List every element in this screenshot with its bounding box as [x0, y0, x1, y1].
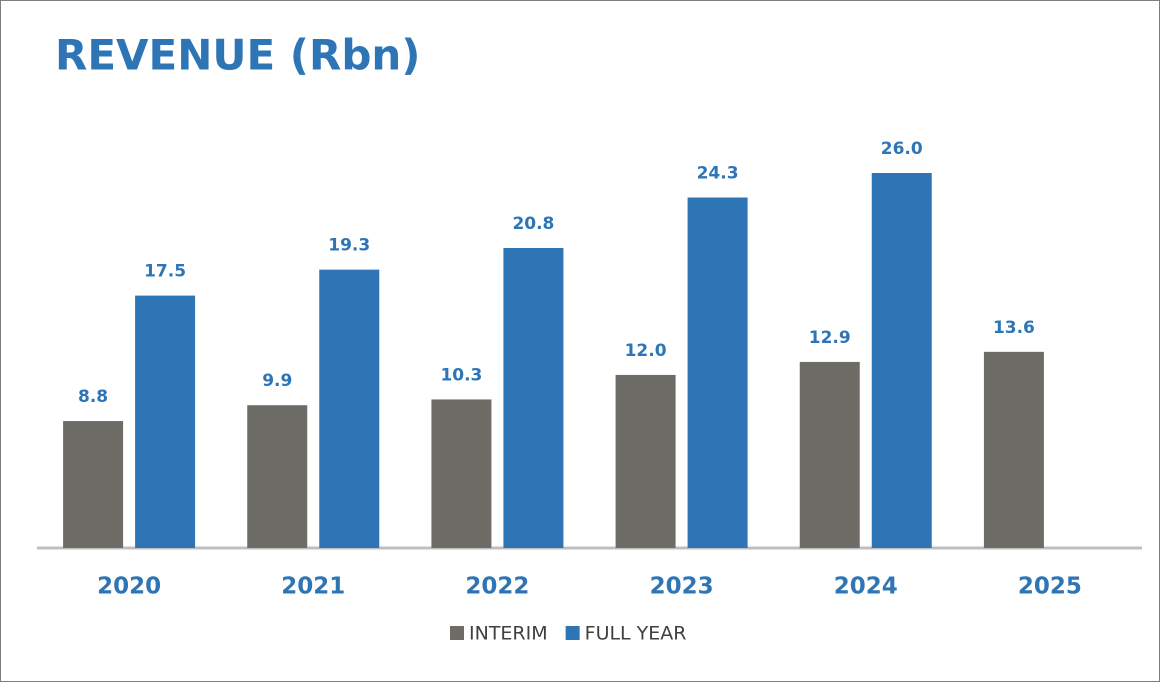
value-label: 20.8	[512, 214, 554, 234]
bar	[247, 405, 308, 548]
x-tick-label: 2021	[281, 574, 345, 600]
bar	[135, 295, 196, 548]
x-tick-label: 2025	[1018, 574, 1082, 600]
bar	[615, 374, 676, 548]
bar	[319, 269, 380, 548]
bar	[503, 248, 564, 548]
chart-title: REVENUE (Rbn)	[55, 31, 421, 80]
value-label: 9.9	[262, 371, 292, 391]
value-label: 12.0	[625, 341, 667, 361]
bar	[871, 173, 932, 548]
legend-label: FULL YEAR	[585, 623, 687, 645]
bar	[63, 421, 124, 548]
bar	[431, 399, 492, 548]
value-label: 19.3	[328, 236, 370, 256]
value-label: 24.3	[697, 164, 739, 184]
legend-swatch	[450, 626, 464, 640]
x-tick-label: 2020	[97, 574, 161, 600]
x-tick-label: 2024	[834, 574, 898, 600]
x-tick-label: 2023	[650, 574, 714, 600]
value-label: 10.3	[440, 365, 482, 385]
value-label: 12.9	[809, 328, 851, 348]
x-tick-label: 2022	[465, 574, 529, 600]
bar	[687, 197, 748, 548]
legend-label: INTERIM	[469, 623, 548, 645]
bar	[799, 361, 860, 548]
bar	[983, 351, 1044, 548]
value-label: 13.6	[993, 318, 1035, 338]
value-label: 26.0	[881, 139, 923, 159]
legend-swatch	[565, 626, 580, 640]
value-label: 8.8	[78, 387, 108, 407]
value-label: 17.5	[144, 262, 186, 282]
